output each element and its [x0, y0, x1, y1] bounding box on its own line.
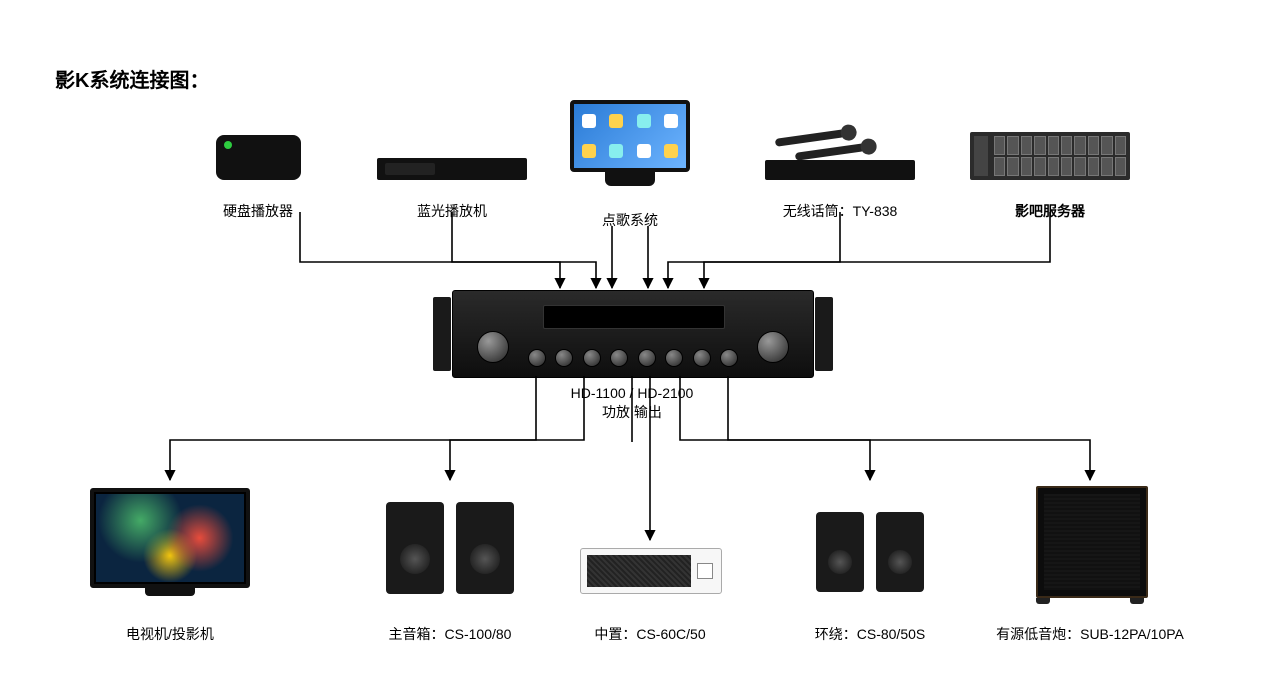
node-mic [765, 130, 915, 180]
amp-model-text: HD-1100 / HD-2100 [571, 385, 694, 401]
label-sub: 有源低音炮：SUB-12PA/10PA [990, 624, 1190, 644]
label-bluray: 蓝光播放机 [402, 201, 502, 221]
node-surround [810, 512, 930, 592]
diagram-title: 影K系统连接图： [55, 64, 209, 93]
app-icon [609, 144, 623, 158]
bluray-icon [377, 158, 527, 180]
label-amp: HD-1100 / HD-2100 功放 输出 [452, 384, 812, 422]
subwoofer-icon [1036, 486, 1148, 598]
speaker-icon [816, 512, 864, 592]
main-speaker-pair-icon [380, 502, 520, 594]
node-center-speaker [580, 548, 720, 594]
amp-output-text: 功放 输出 [602, 404, 662, 420]
app-icon [609, 114, 623, 128]
node-touchscreen [570, 100, 690, 185]
label-tv: 电视机/投影机 [110, 624, 230, 644]
node-main-speakers [380, 502, 520, 594]
amplifier-icon [452, 290, 814, 378]
app-icon [582, 114, 596, 128]
touchscreen-icon [570, 100, 690, 185]
speaker-icon [876, 512, 924, 592]
tv-icon [90, 488, 250, 588]
label-mic: 无线话筒：TY-838 [770, 201, 910, 221]
app-icon [637, 114, 651, 128]
label-hdd: 硬盘播放器 [208, 201, 308, 221]
label-centerc: 中置：CS-60C/50 [585, 624, 715, 644]
node-server [970, 132, 1130, 180]
mic-receiver-icon [765, 130, 915, 180]
app-icon [637, 144, 651, 158]
node-hdd-player [215, 135, 301, 180]
app-icon [664, 114, 678, 128]
speaker-icon [386, 502, 444, 594]
label-surr: 环绕：CS-80/50S [805, 624, 935, 644]
speaker-icon [456, 502, 514, 594]
label-server: 影吧服务器 [1000, 201, 1100, 221]
diagram-canvas: 影K系统连接图： 硬盘播放器 蓝光播放机 [0, 0, 1265, 683]
node-subwoofer [1036, 486, 1144, 604]
node-tv [90, 488, 250, 596]
app-icon [582, 144, 596, 158]
surround-speaker-pair-icon [810, 512, 930, 592]
app-icon [664, 144, 678, 158]
node-amplifier: HD-1100 / HD-2100 功放 输出 [452, 290, 812, 422]
node-bluray [377, 158, 527, 180]
server-icon [970, 132, 1130, 180]
hdd-player-icon [216, 135, 301, 180]
label-main: 主音箱：CS-100/80 [380, 624, 520, 644]
label-touch: 点歌系统 [590, 210, 670, 230]
center-speaker-icon [580, 548, 722, 594]
